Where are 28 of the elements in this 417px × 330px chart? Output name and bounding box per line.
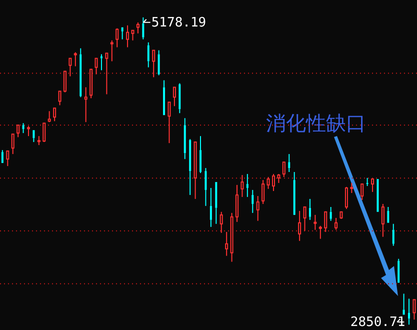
candlestick	[308, 198, 311, 220]
candlestick	[256, 196, 260, 222]
candlestick	[189, 138, 192, 196]
candlestick	[314, 214, 317, 230]
candlestick	[142, 16, 144, 40]
candlestick	[330, 206, 332, 222]
candlestick	[147, 42, 150, 68]
candlestick	[204, 168, 207, 206]
candlestick	[288, 154, 290, 172]
candlestick	[252, 189, 254, 214]
candlestick	[298, 210, 302, 242]
annotation: 5178.19	[151, 15, 206, 30]
candlestick	[240, 174, 244, 198]
candlestick	[392, 223, 394, 246]
candlestick	[80, 48, 82, 98]
candlestick	[22, 122, 24, 134]
candlestick	[126, 24, 130, 48]
candlestick	[408, 298, 410, 326]
candlestick	[84, 86, 88, 123]
candlestick	[210, 187, 212, 228]
candlestick	[184, 118, 186, 160]
candlestick	[225, 231, 228, 256]
annotation: 消化性缺口	[266, 111, 366, 135]
annotation: 2850.71	[350, 315, 406, 330]
candlestick	[246, 173, 248, 198]
candlestick	[200, 136, 202, 174]
candlestick	[236, 184, 238, 222]
candlestick	[366, 177, 368, 186]
